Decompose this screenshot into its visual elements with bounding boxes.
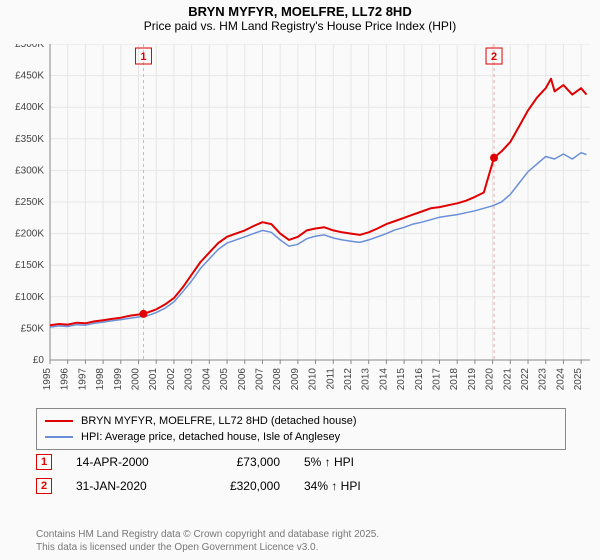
y-tick-label: £450K bbox=[15, 71, 44, 82]
y-tick-label: £50K bbox=[21, 323, 45, 334]
x-tick-label: 2025 bbox=[573, 368, 584, 391]
footer-line: Contains HM Land Registry data © Crown c… bbox=[36, 528, 379, 541]
x-tick-label: 1995 bbox=[42, 368, 53, 391]
annotation-badge: 1 bbox=[36, 454, 52, 470]
x-tick-label: 2009 bbox=[290, 368, 301, 391]
x-tick-label: 2007 bbox=[254, 368, 265, 391]
x-tick-label: 2021 bbox=[502, 368, 513, 391]
legend-label: HPI: Average price, detached house, Isle… bbox=[81, 431, 340, 443]
y-tick-label: £100K bbox=[15, 292, 44, 303]
x-tick-label: 2000 bbox=[131, 368, 142, 391]
chart-title: BRYN MYFYR, MOELFRE, LL72 8HD bbox=[0, 0, 600, 19]
legend-swatch bbox=[45, 420, 73, 422]
x-tick-label: 1998 bbox=[95, 368, 106, 391]
chart-svg: £0 £50K £100K £150K £200K £250K £300K £350K £400… bbox=[0, 44, 600, 404]
legend: BRYN MYFYR, MOELFRE, LL72 8HD (detached … bbox=[36, 408, 566, 450]
x-tick-label: 2012 bbox=[343, 368, 354, 391]
legend-swatch bbox=[45, 436, 73, 438]
annotation-row: 1 14-APR-2000 £73,000 5% ↑ HPI bbox=[36, 450, 384, 474]
y-tick-label: £500K bbox=[15, 44, 44, 50]
x-tick-label: 2016 bbox=[414, 368, 425, 391]
y-tick-label: £250K bbox=[15, 197, 44, 208]
legend-item: BRYN MYFYR, MOELFRE, LL72 8HD (detached … bbox=[45, 413, 557, 429]
sale-marker-number: 1 bbox=[140, 51, 146, 63]
x-tick-label: 1999 bbox=[113, 368, 124, 391]
x-tick-label: 1996 bbox=[60, 368, 71, 391]
chart-subtitle: Price paid vs. HM Land Registry's House … bbox=[0, 19, 600, 37]
x-tick-label: 2011 bbox=[325, 368, 336, 390]
annotation-price: £320,000 bbox=[200, 479, 280, 493]
annotation-price: £73,000 bbox=[200, 455, 280, 469]
x-tick-label: 2010 bbox=[308, 368, 319, 391]
x-tick-label: 2001 bbox=[148, 368, 159, 391]
x-tick-label: 2004 bbox=[201, 368, 212, 391]
x-tick-label: 2022 bbox=[520, 368, 531, 391]
x-tick-label: 2008 bbox=[272, 368, 283, 391]
y-tick-label: £200K bbox=[15, 229, 44, 240]
annotation-pct: 5% ↑ HPI bbox=[304, 455, 384, 469]
annotation-row: 2 31-JAN-2020 £320,000 34% ↑ HPI bbox=[36, 474, 384, 498]
x-tick-label: 2003 bbox=[184, 368, 195, 391]
sale-marker-dot bbox=[139, 310, 147, 318]
x-tick-label: 2014 bbox=[378, 368, 389, 391]
x-tick-label: 2020 bbox=[485, 368, 496, 391]
annotation-pct: 34% ↑ HPI bbox=[304, 479, 384, 493]
x-tick-label: 2005 bbox=[219, 368, 230, 391]
annotation-date: 14-APR-2000 bbox=[76, 455, 176, 469]
legend-item: HPI: Average price, detached house, Isle… bbox=[45, 429, 557, 445]
x-tick-label: 2006 bbox=[237, 368, 248, 391]
annotation-badge: 2 bbox=[36, 478, 52, 494]
chart-container: BRYN MYFYR, MOELFRE, LL72 8HD Price paid… bbox=[0, 0, 600, 560]
y-tick-label: £400K bbox=[15, 102, 44, 113]
sale-marker-dot bbox=[490, 154, 498, 162]
x-tick-label: 2013 bbox=[361, 368, 372, 391]
x-tick-label: 2023 bbox=[538, 368, 549, 391]
y-tick-label: £0 bbox=[33, 355, 45, 366]
chart-plot-area: £0 £50K £100K £150K £200K £250K £300K £350K £400… bbox=[0, 44, 600, 404]
x-tick-label: 2002 bbox=[166, 368, 177, 391]
footer-attribution: Contains HM Land Registry data © Crown c… bbox=[36, 528, 379, 554]
x-tick-label: 2018 bbox=[449, 368, 460, 391]
sale-marker-number: 2 bbox=[491, 51, 497, 63]
legend-label: BRYN MYFYR, MOELFRE, LL72 8HD (detached … bbox=[81, 415, 357, 427]
x-tick-label: 2019 bbox=[467, 368, 478, 391]
y-tick-label: £300K bbox=[15, 165, 44, 176]
footer-line: This data is licensed under the Open Gov… bbox=[36, 541, 379, 554]
x-tick-label: 2024 bbox=[555, 368, 566, 391]
sale-annotation-table: 1 14-APR-2000 £73,000 5% ↑ HPI 2 31-JAN-2020 £… bbox=[36, 450, 384, 498]
x-tick-label: 2017 bbox=[432, 368, 443, 391]
annotation-date: 31-JAN-2020 bbox=[76, 479, 176, 493]
x-tick-label: 2015 bbox=[396, 368, 407, 391]
y-tick-label: £150K bbox=[15, 260, 44, 271]
x-tick-label: 1997 bbox=[77, 368, 88, 391]
y-tick-label: £350K bbox=[15, 134, 44, 145]
